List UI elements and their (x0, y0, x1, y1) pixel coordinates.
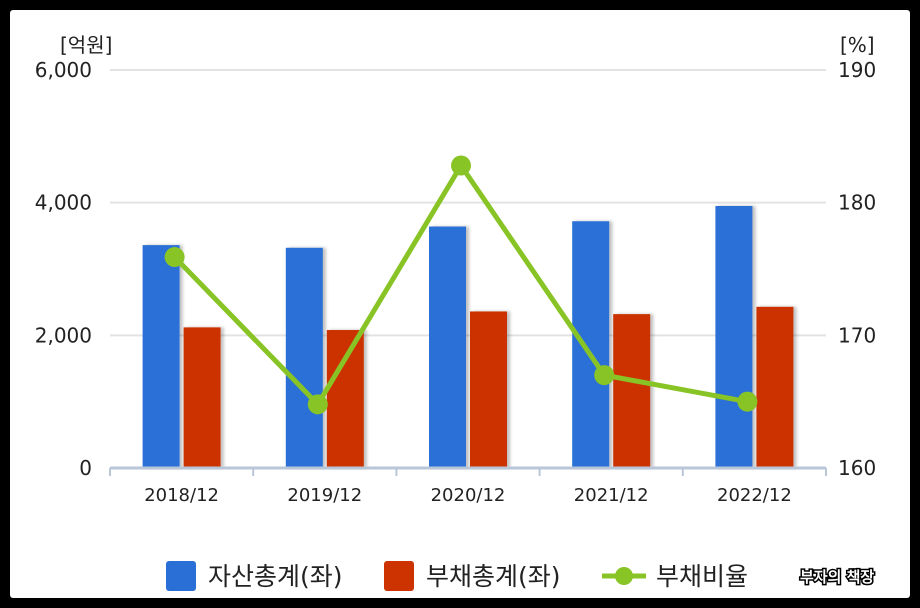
bar-liabilities (613, 314, 651, 468)
right-axis-tick-label: 180 (838, 191, 876, 215)
legend-swatch-assets (166, 561, 196, 591)
legend-swatch-liabilities (384, 561, 414, 591)
right-axis-tick-label: 160 (838, 456, 876, 480)
right-axis-tick-label: 170 (838, 323, 876, 347)
chart: 0 2,000 4,000 6,000 160 170 180 190 2018/12 2019/… (35, 33, 876, 591)
debt-ratio-point (451, 155, 471, 176)
left-axis-tick-label: 0 (79, 456, 92, 480)
category-label: 2022/12 (717, 485, 792, 506)
debt-ratio-point (307, 394, 328, 415)
left-axis-unit: [억원] (60, 33, 112, 57)
bar-assets (715, 205, 753, 468)
chart-frame: 0 2,000 4,000 6,000 160 170 180 190 2018/12 2019/… (10, 10, 910, 598)
debt-ratio-point (594, 365, 615, 386)
bar-assets (429, 226, 466, 468)
bar-liabilities (326, 330, 364, 468)
category-label: 2018/12 (144, 485, 219, 506)
bar-liabilities (183, 327, 221, 468)
debt-ratio-point (164, 247, 185, 268)
legend: 자산총계(좌) 부채총계(좌) 부채비율 (166, 561, 748, 591)
category-label: 2020/12 (431, 485, 506, 506)
bar-liabilities (470, 311, 507, 468)
legend-swatch-debt-ratio-marker (615, 567, 633, 585)
left-axis-tick-label: 4,000 (35, 191, 92, 215)
bar-assets (285, 247, 323, 468)
category-label: 2021/12 (574, 485, 649, 506)
legend-label-debt-ratio: 부채비율 (656, 562, 748, 591)
left-axis-tick-label: 6,000 (35, 58, 92, 82)
debt-ratio-point (737, 391, 758, 412)
left-axis-tick-label: 2,000 (35, 323, 92, 347)
category-label: 2019/12 (287, 485, 362, 506)
right-axis-tick-label: 190 (838, 58, 876, 82)
right-axis-unit: [%] (840, 33, 875, 57)
watermark: 부자의 책장 (800, 568, 874, 586)
legend-label-assets: 자산총계(좌) (208, 562, 343, 591)
legend-label-liabilities: 부채총계(좌) (426, 562, 561, 591)
bar-assets (572, 221, 610, 468)
bar-assets (142, 245, 180, 468)
bar-liabilities (756, 306, 794, 468)
